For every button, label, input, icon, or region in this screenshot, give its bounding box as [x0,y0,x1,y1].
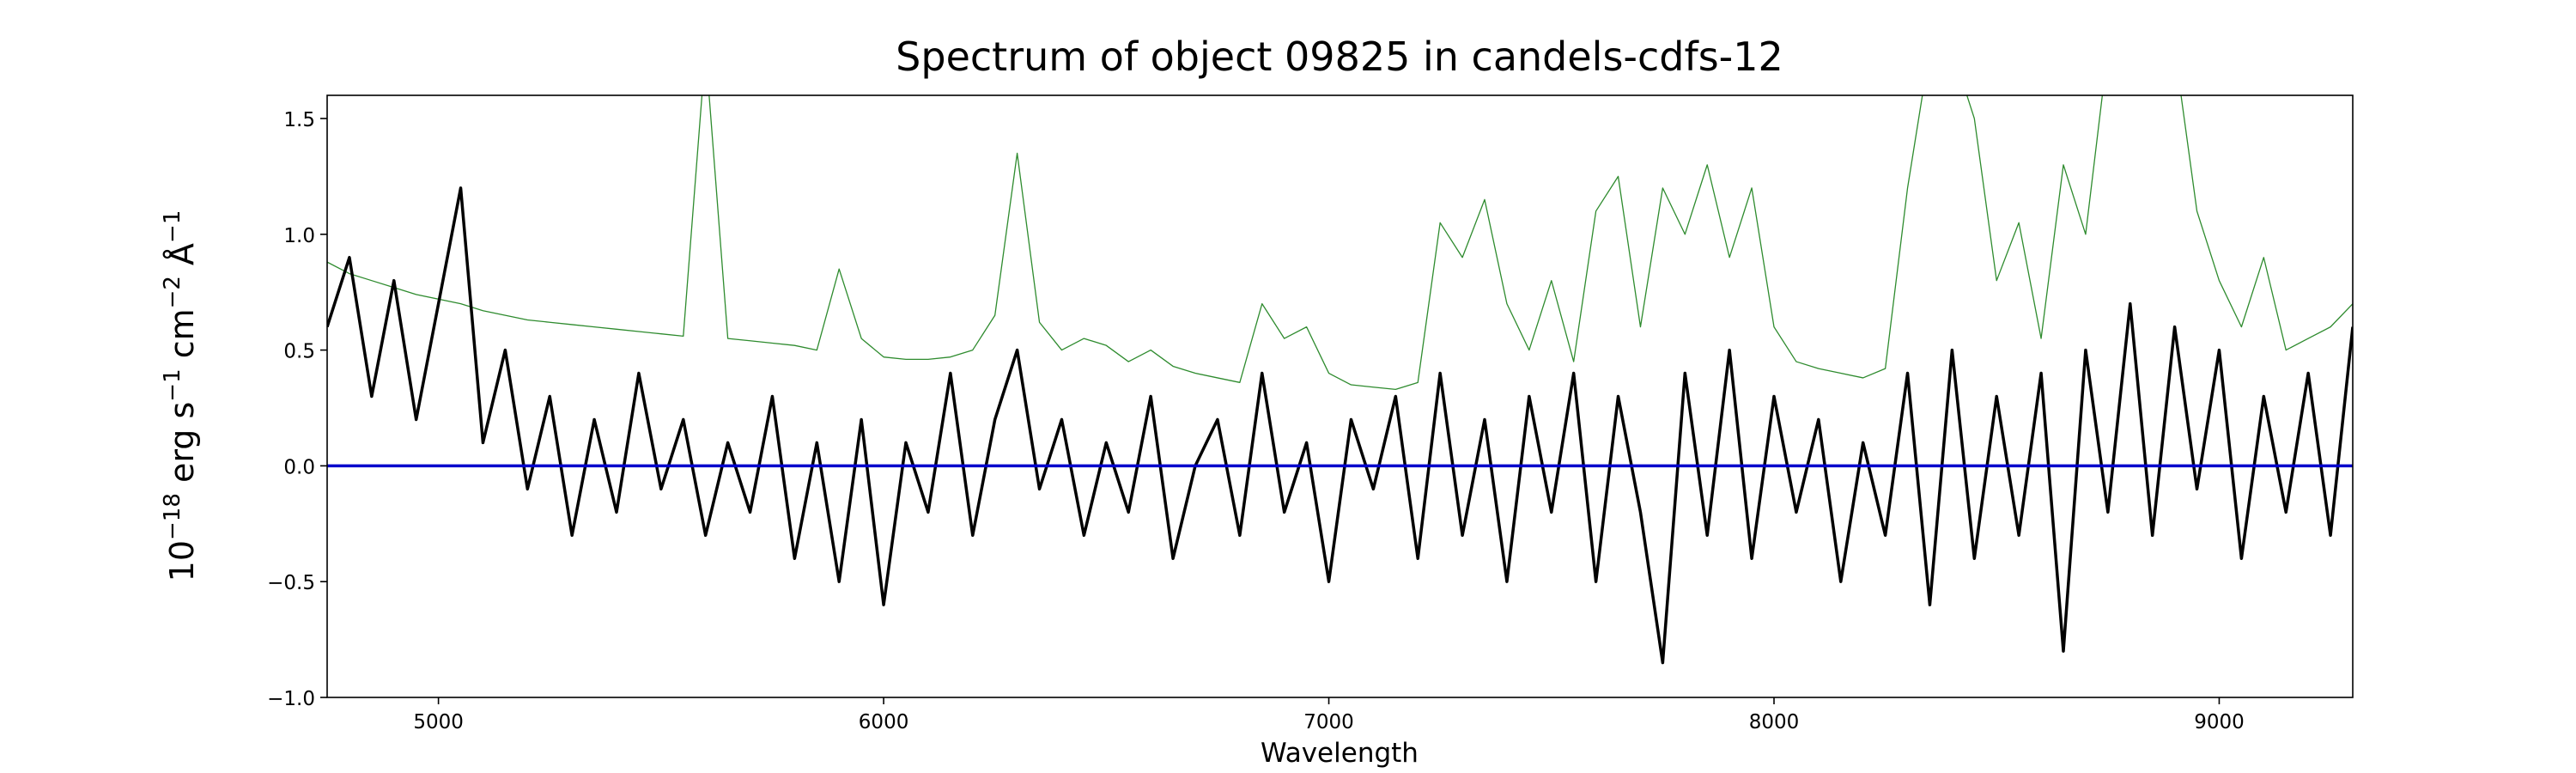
y-tick-label: 1.0 [283,225,315,247]
x-axis-label: Wavelength [1261,738,1419,769]
x-tick-label: 6000 [859,711,909,733]
y-axis-label-part: −1 [160,210,185,243]
y-axis-label: 10−18 erg s−1 cm−2 Å−1 [160,210,201,582]
y-tick-label: 0.5 [283,341,315,363]
x-tick-label: 5000 [413,711,464,733]
y-axis-label-part: cm [163,308,201,368]
chart-title: Spectrum of object 09825 in candels-cdfs… [896,33,1783,80]
y-tick-label: −0.5 [267,572,315,594]
y-axis-label-part: 10 [163,540,201,581]
spectrum-line [327,95,2353,391]
y-axis-label-part: erg s [163,402,201,493]
plot-frame [326,94,2354,698]
y-tick-label: −1.0 [267,688,315,710]
y-axis-label-part: Å [163,243,201,276]
spectrum-line [327,186,2353,665]
y-axis-label-part: −1 [160,368,185,401]
x-tick-label: 9000 [2194,711,2245,733]
y-axis-label-part: −18 [160,493,185,540]
x-tick-label: 7000 [1303,711,1354,733]
y-tick-label: 0.0 [283,456,315,478]
x-tick-label: 8000 [1749,711,1800,733]
y-axis-label-part: −2 [160,276,185,308]
y-tick-label: 1.5 [283,109,315,131]
plot-area [327,95,2353,665]
